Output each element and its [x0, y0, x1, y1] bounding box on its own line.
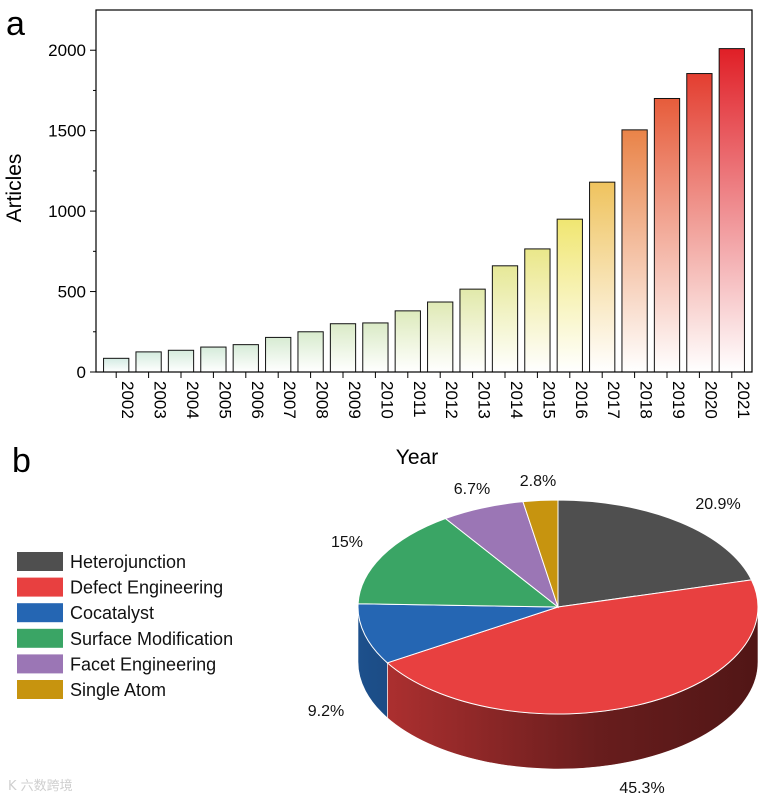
bar-2008: [297, 331, 324, 373]
pie-slice-single-atom: [522, 499, 559, 608]
y-tick-label: 1000: [48, 202, 86, 221]
bar-2013: [459, 288, 486, 373]
bar-2007: [265, 336, 292, 373]
x-tick-label: 2019: [669, 381, 688, 419]
legend-swatch-defect-engineering: [17, 577, 63, 597]
x-tick-label: 2011: [410, 381, 429, 418]
bar-2002: [103, 357, 130, 373]
pie-slice-cocatalyst: [357, 603, 559, 664]
bar-2004: [167, 349, 195, 373]
bar-series: [103, 48, 745, 373]
x-tick-label: 2013: [475, 381, 494, 419]
legend-label-surface-modification: Surface Modification: [70, 629, 233, 649]
panel-letter-a: a: [6, 5, 25, 43]
bar-2019: [653, 97, 681, 373]
bar-2005: [200, 346, 227, 373]
bar-2006: [232, 344, 259, 373]
pie-label-single-atom: 2.8%: [520, 473, 556, 490]
x-tick-label: 2012: [442, 381, 461, 419]
y-tick-label: 1500: [48, 122, 86, 141]
pie-label-heterojunction: 20.9%: [695, 496, 740, 513]
y-tick-label: 0: [77, 363, 86, 382]
x-tick-label: 2010: [377, 381, 396, 419]
x-tick-label: 2002: [118, 381, 137, 419]
x-tick-label: 2006: [248, 381, 267, 419]
bar-2003: [135, 351, 162, 373]
y-tick-label: 500: [58, 283, 86, 302]
y-axis-title: Articles: [3, 154, 26, 223]
bar-2014: [491, 265, 519, 373]
plot-frame: [95, 9, 753, 373]
legend-label-single-atom: Single Atom: [70, 680, 166, 700]
x-tick-label: 2021: [734, 381, 753, 419]
pie-label-cocatalyst: 9.2%: [308, 703, 344, 720]
x-tick-label: 2009: [345, 381, 364, 419]
panel-letter-b: b: [12, 442, 31, 480]
pie-label-defect-engineering: 45.3%: [619, 780, 664, 797]
pie-top: [357, 499, 758, 715]
pie-chart: 20.9% 45.3% 9.2% 15% 6.7% 2.8%: [308, 473, 758, 797]
x-tick-label: 2017: [604, 381, 623, 419]
bar-2021: [718, 48, 745, 373]
x-tick-label: 2004: [183, 381, 202, 419]
pie-slice-heterojunction: [557, 499, 753, 608]
legend-swatch-single-atom: [17, 680, 63, 699]
y-axis-ticks: 0 500 1000 1500 2000: [48, 41, 96, 382]
legend-swatch-cocatalyst: [17, 603, 63, 623]
legend-label-facet-engineering: Facet Engineering: [70, 654, 216, 674]
pie-label-facet-engineering: 6.7%: [454, 481, 490, 498]
bar-2009: [329, 323, 357, 373]
bar-2010: [362, 322, 389, 373]
x-axis-ticks: 2002 2003 2004 2005 2006 2007 2008 2009 2010 2011…: [115, 372, 753, 419]
legend-swatch-heterojunction: [17, 552, 63, 571]
x-tick-label: 2018: [637, 381, 656, 419]
x-tick-label: 2015: [539, 381, 558, 419]
x-tick-label: 2020: [701, 381, 720, 419]
watermark-text: K 六数跨境: [8, 779, 73, 794]
bar-2018: [621, 129, 648, 373]
bar-2012: [427, 301, 454, 373]
bar-2015: [524, 248, 551, 373]
x-tick-label: 2007: [280, 381, 299, 419]
bar-2011: [394, 310, 421, 373]
x-axis-title: Year: [396, 446, 438, 469]
legend-label-cocatalyst: Cocatalyst: [70, 603, 154, 623]
legend: Heterojunction Defect Engineering Cocataly…: [17, 552, 233, 700]
pie-label-surface-modification: 15%: [331, 534, 363, 551]
bar-2020: [686, 73, 713, 373]
x-tick-label: 2003: [151, 381, 170, 419]
bar-2017: [589, 181, 616, 373]
x-tick-label: 2014: [507, 381, 526, 419]
x-tick-label: 2008: [313, 381, 332, 419]
legend-label-heterojunction: Heterojunction: [70, 552, 186, 572]
pie-labels: 20.9% 45.3% 9.2% 15% 6.7% 2.8%: [308, 473, 741, 797]
pie-slice-surface-modification: [357, 517, 560, 608]
pie-slice-defect-engineering: [386, 579, 758, 715]
legend-swatch-facet-engineering: [17, 654, 63, 674]
x-tick-label: 2016: [572, 381, 591, 419]
y-tick-label: 2000: [48, 41, 86, 60]
legend-swatch-surface-modification: [17, 628, 63, 648]
legend-label-defect-engineering: Defect Engineering: [70, 578, 223, 598]
bar-2016: [556, 218, 583, 373]
x-tick-label: 2005: [215, 381, 234, 419]
